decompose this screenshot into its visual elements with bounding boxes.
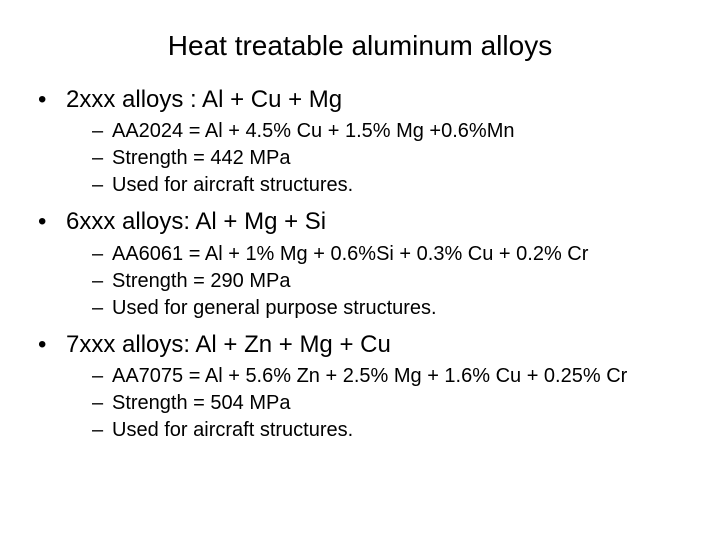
sub-list: – AA6061 = Al + 1% Mg + 0.6%Si + 0.3% Cu… bbox=[36, 241, 684, 321]
sub-text: AA2024 = Al + 4.5% Cu + 1.5% Mg +0.6%Mn bbox=[112, 118, 684, 144]
sub-text: AA7075 = Al + 5.6% Zn + 2.5% Mg + 1.6% C… bbox=[112, 363, 684, 389]
sub-item: – Strength = 290 MPa bbox=[92, 268, 684, 294]
slide: Heat treatable aluminum alloys • 2xxx al… bbox=[0, 0, 720, 540]
bullet-icon: • bbox=[36, 206, 66, 238]
sub-item: – Strength = 504 MPa bbox=[92, 390, 684, 416]
list-item: • 2xxx alloys : Al + Cu + Mg – AA2024 = … bbox=[36, 84, 684, 198]
sub-text: Used for aircraft structures. bbox=[112, 417, 684, 443]
sub-text: Strength = 442 MPa bbox=[112, 145, 684, 171]
dash-icon: – bbox=[92, 417, 112, 443]
sub-item: – AA2024 = Al + 4.5% Cu + 1.5% Mg +0.6%M… bbox=[92, 118, 684, 144]
dash-icon: – bbox=[92, 268, 112, 294]
bullet-row: • 7xxx alloys: Al + Zn + Mg + Cu bbox=[36, 329, 684, 361]
sub-text: Used for general purpose structures. bbox=[112, 295, 684, 321]
dash-icon: – bbox=[92, 172, 112, 198]
list-item: • 6xxx alloys: Al + Mg + Si – AA6061 = A… bbox=[36, 206, 684, 320]
sub-item: – AA7075 = Al + 5.6% Zn + 2.5% Mg + 1.6%… bbox=[92, 363, 684, 389]
bullet-icon: • bbox=[36, 329, 66, 361]
sub-item: – Used for general purpose structures. bbox=[92, 295, 684, 321]
dash-icon: – bbox=[92, 295, 112, 321]
dash-icon: – bbox=[92, 390, 112, 416]
sub-list: – AA2024 = Al + 4.5% Cu + 1.5% Mg +0.6%M… bbox=[36, 118, 684, 198]
bullet-icon: • bbox=[36, 84, 66, 116]
sub-list: – AA7075 = Al + 5.6% Zn + 2.5% Mg + 1.6%… bbox=[36, 363, 684, 443]
bullet-heading: 6xxx alloys: Al + Mg + Si bbox=[66, 206, 684, 238]
sub-item: – Strength = 442 MPa bbox=[92, 145, 684, 171]
sub-item: – Used for aircraft structures. bbox=[92, 417, 684, 443]
sub-text: Strength = 290 MPa bbox=[112, 268, 684, 294]
sub-text: AA6061 = Al + 1% Mg + 0.6%Si + 0.3% Cu +… bbox=[112, 241, 684, 267]
dash-icon: – bbox=[92, 363, 112, 389]
bullet-heading: 7xxx alloys: Al + Zn + Mg + Cu bbox=[66, 329, 684, 361]
sub-text: Used for aircraft structures. bbox=[112, 172, 684, 198]
sub-item: – Used for aircraft structures. bbox=[92, 172, 684, 198]
bullet-list: • 2xxx alloys : Al + Cu + Mg – AA2024 = … bbox=[36, 84, 684, 443]
dash-icon: – bbox=[92, 241, 112, 267]
bullet-row: • 6xxx alloys: Al + Mg + Si bbox=[36, 206, 684, 238]
slide-title: Heat treatable aluminum alloys bbox=[36, 30, 684, 62]
sub-item: – AA6061 = Al + 1% Mg + 0.6%Si + 0.3% Cu… bbox=[92, 241, 684, 267]
bullet-heading: 2xxx alloys : Al + Cu + Mg bbox=[66, 84, 684, 116]
sub-text: Strength = 504 MPa bbox=[112, 390, 684, 416]
bullet-row: • 2xxx alloys : Al + Cu + Mg bbox=[36, 84, 684, 116]
dash-icon: – bbox=[92, 145, 112, 171]
dash-icon: – bbox=[92, 118, 112, 144]
list-item: • 7xxx alloys: Al + Zn + Mg + Cu – AA707… bbox=[36, 329, 684, 443]
